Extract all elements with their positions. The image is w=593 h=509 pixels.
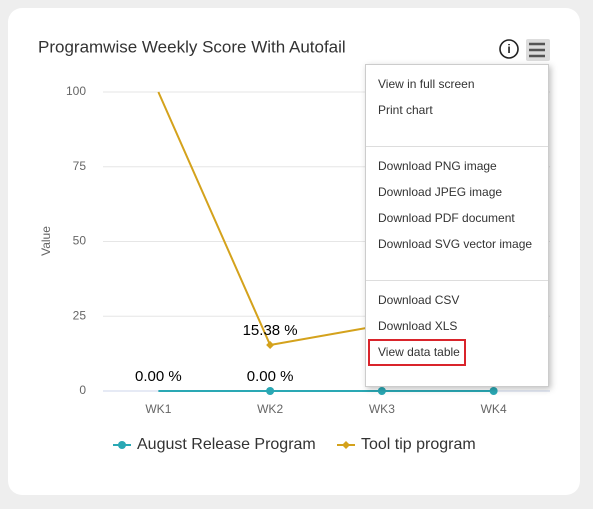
menu-group: Download PNG image Download JPEG image Dow… (366, 147, 548, 281)
menu-group: View in full screen Print chart (366, 65, 548, 147)
menu-item[interactable]: Print chart (378, 103, 433, 118)
hamburger-icon (529, 42, 545, 58)
menu-item[interactable]: Download JPEG image (378, 184, 503, 199)
data-label: 15.38 % (243, 322, 298, 339)
info-icon[interactable] (499, 39, 519, 59)
chart-title: Programwise Weekly Score With Autofail (38, 37, 346, 56)
data-point (266, 387, 275, 395)
y-tick-label: 100 (66, 84, 86, 98)
data-point (266, 341, 275, 350)
y-axis-label: Value (39, 226, 53, 256)
legend-label: Tool tip program (361, 436, 476, 453)
legend-marker (118, 441, 126, 449)
menu-item[interactable]: Download PNG image (378, 158, 497, 173)
data-point (489, 387, 498, 395)
data-label: 0.00 % (247, 368, 294, 385)
legend-marker (342, 441, 350, 449)
y-tick-label: 0 (79, 383, 86, 397)
y-tick-label: 50 (73, 234, 87, 248)
menu-item[interactable]: Download SVG vector image (378, 237, 533, 252)
x-tick-label: WK3 (369, 402, 395, 416)
context-menu: View in full screen Print chart Download P… (365, 64, 549, 387)
menu-item[interactable]: Download PDF document (378, 211, 515, 226)
x-tick-label: WK4 (481, 402, 507, 416)
x-tick-label: WK1 (145, 402, 171, 416)
menu-item[interactable]: View data table (368, 339, 466, 366)
legend-label: August Release Program (137, 436, 316, 453)
data-point (377, 387, 386, 395)
info-glyph: i (507, 42, 510, 56)
menu-group: Download CSV Download XLS View data table (366, 281, 548, 366)
data-label: 0.00 % (135, 368, 182, 385)
y-tick-label: 75 (73, 159, 87, 173)
y-tick-label: 25 (73, 308, 87, 322)
x-tick-label: WK2 (257, 402, 283, 416)
menu-item[interactable]: View in full screen (378, 77, 475, 91)
menu-item[interactable]: Download XLS (378, 319, 458, 334)
menu-item[interactable]: Download CSV (378, 292, 460, 307)
